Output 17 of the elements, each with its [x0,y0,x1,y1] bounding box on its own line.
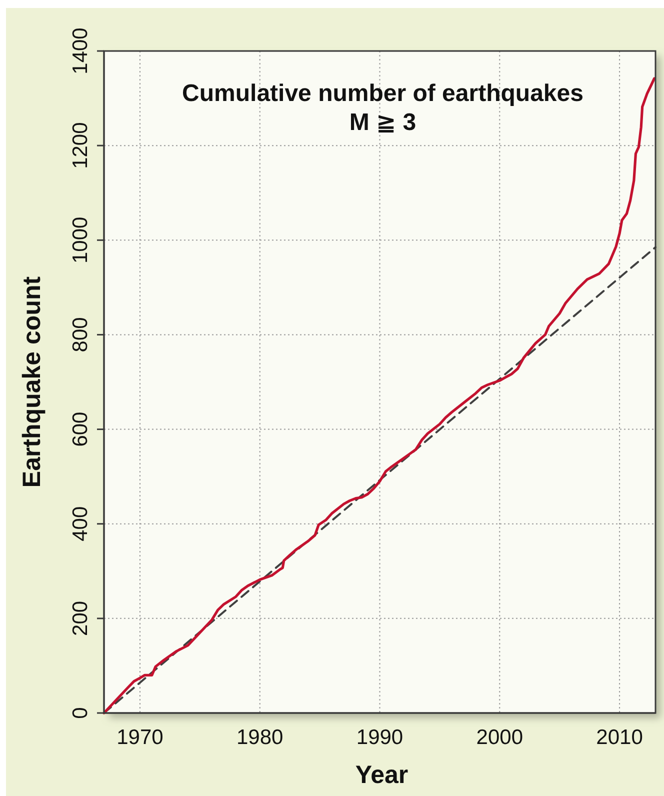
x-tick-label: 1990 [356,726,404,749]
y-axis-title: Earthquake count [18,276,46,488]
y-tick-label: 400 [69,506,92,542]
text: M ≧ 3 [349,109,416,136]
x-tick-label: 2010 [596,726,643,749]
x-tick-label: 1970 [116,726,164,749]
y-tick-label: 1200 [69,122,92,169]
y-tick-label: 800 [69,317,92,352]
y-tick-label: 600 [69,412,92,447]
x-axis-title: Year [355,761,408,789]
y-tick-label: 0 [69,707,92,719]
x-tick-label: 2000 [476,726,523,749]
x-tick-label: 1980 [236,726,284,749]
y-tick-label: 1000 [69,216,92,264]
text: Cumulative number of earthquakes [182,80,584,107]
y-tick-label: 200 [69,600,92,636]
y-tick-label: 1400 [69,28,92,74]
